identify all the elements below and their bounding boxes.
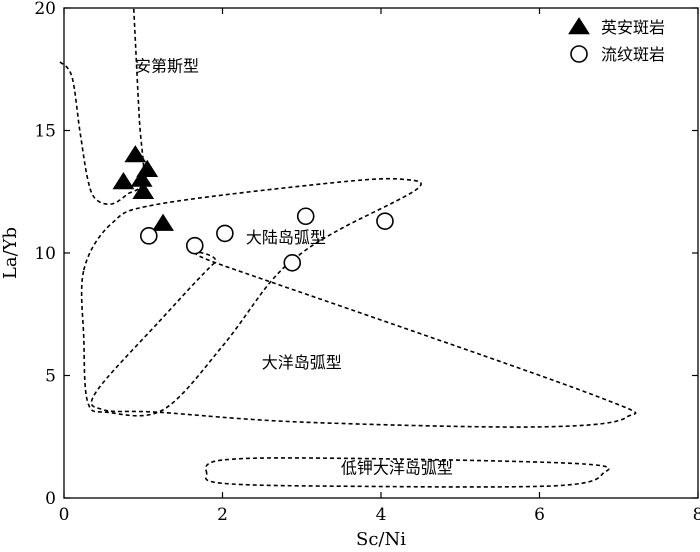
- x-tick-label-0: 0: [59, 505, 70, 525]
- region-boundary-3: [204, 457, 610, 488]
- region-boundary-0: [59, 7, 145, 205]
- x-tick-label-2: 4: [376, 505, 387, 525]
- y-tick-label-2: 10: [34, 244, 56, 264]
- x-tick-label-4: 8: [693, 505, 700, 525]
- triangle-point-5: [152, 213, 174, 231]
- triangle-point-4: [132, 181, 155, 199]
- y-tick-label-4: 20: [34, 0, 56, 19]
- region-label-1: 大陆岛弧型: [246, 228, 326, 247]
- circle-point-3: [296, 207, 315, 226]
- x-axis-title: Sc/Ni: [356, 529, 406, 550]
- region-label-3: 低钾大洋岛弧型: [341, 459, 453, 478]
- y-tick-label-3: 15: [34, 122, 56, 142]
- triangle-point-3: [136, 159, 159, 177]
- legend-label-0: 英安斑岩: [601, 18, 665, 37]
- region-label-0: 安第斯型: [135, 57, 199, 76]
- x-tick-label-3: 6: [534, 505, 545, 525]
- x-tick-label-1: 2: [217, 505, 228, 525]
- circle-point-5: [376, 212, 394, 230]
- circle-point-2: [216, 224, 234, 243]
- region-boundary-1: [80, 177, 422, 417]
- y-axis-title: La/Yb: [0, 227, 21, 279]
- legend-marker-circle: [570, 45, 588, 63]
- y-tick-label-0: 0: [45, 489, 56, 509]
- y-tick-label-1: 5: [45, 367, 56, 387]
- circle-point-1: [185, 236, 204, 255]
- circle-point-0: [139, 227, 158, 245]
- axis-ticks: [63, 7, 699, 499]
- legend-marker-triangle: [568, 17, 590, 35]
- triangle-point-0: [112, 172, 135, 190]
- legend-label-1: 流纹斑岩: [601, 45, 665, 64]
- region-boundaries: [59, 7, 637, 488]
- plot-frame: [63, 7, 699, 499]
- region-boundary-2: [90, 251, 637, 428]
- region-label-2: 大洋岛弧型: [262, 353, 342, 372]
- data-points: [112, 145, 394, 272]
- triangle-point-1: [124, 145, 147, 163]
- circle-point-4: [283, 253, 302, 272]
- axis-tick-labels: 0 2 4 6 8 0 5 10 15 20: [34, 0, 700, 525]
